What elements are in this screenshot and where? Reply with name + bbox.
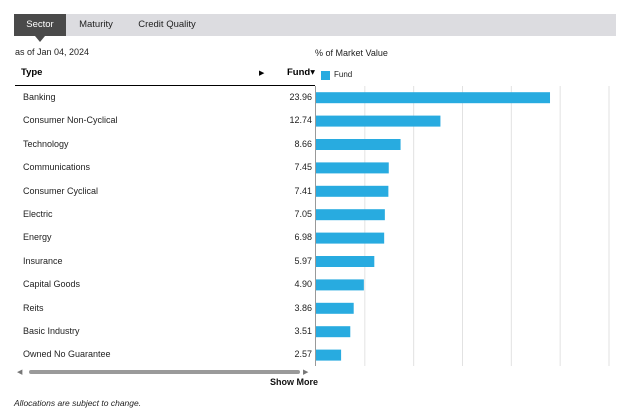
row-type-label: Energy: [23, 232, 52, 243]
row-fund-value: 3.86: [294, 302, 312, 313]
row-type-label: Insurance: [23, 255, 63, 266]
row-type-label: Owned No Guarantee: [23, 349, 111, 360]
tab-maturity[interactable]: Maturity: [68, 14, 124, 36]
as-of-date: as of Jan 04, 2024: [15, 47, 90, 57]
row-fund-value: 7.41: [294, 185, 312, 196]
table-row: Communications 7.45: [15, 156, 315, 179]
legend-fund-swatch: [321, 71, 330, 80]
row-type-label: Banking: [23, 92, 56, 102]
table-row: Insurance 5.97: [15, 250, 315, 273]
active-tab-caret: [35, 36, 45, 42]
allocations-footnote: Allocations are subject to change.: [14, 398, 142, 408]
bar-banking[interactable]: [316, 92, 551, 104]
fund-header-label: Fund: [287, 67, 311, 78]
bar-insurance[interactable]: [316, 256, 375, 267]
row-fund-value: 5.97: [294, 255, 312, 266]
scroll-right-arrow-icon[interactable]: ▶: [303, 369, 309, 376]
horizontal-scrollbar-thumb[interactable]: [29, 370, 300, 374]
row-type-label: Basic Industry: [23, 326, 80, 336]
row-type-label: Consumer Cyclical: [23, 185, 99, 196]
row-fund-value: 23.96: [289, 92, 312, 102]
table-row: Electric 7.05: [15, 203, 315, 226]
row-fund-value: 7.05: [294, 209, 312, 219]
row-type-label: Electric: [23, 209, 53, 219]
bar-consumer-cyclical[interactable]: [316, 185, 389, 197]
bar-electric[interactable]: [316, 209, 385, 221]
scroll-left-arrow-icon[interactable]: ◀: [17, 369, 23, 376]
sort-desc-icon: ▾: [310, 67, 315, 78]
tab-bar: Sector Maturity Credit Quality: [14, 14, 616, 42]
row-type-label: Technology: [23, 138, 69, 149]
row-type-label: Capital Goods: [23, 279, 81, 290]
table-row: Basic Industry 3.51: [15, 320, 315, 343]
table-row: Reits 3.86: [15, 297, 315, 320]
legend-fund-label: Fund: [334, 70, 353, 79]
table-header: Type ▶ Fund▾: [15, 61, 315, 86]
column-header-type[interactable]: Type: [21, 67, 43, 78]
table-row: Capital Goods 4.90: [15, 273, 315, 296]
market-value-label: % of Market Value: [315, 48, 388, 58]
bar-capital-goods[interactable]: [316, 279, 364, 291]
bar-communications[interactable]: [316, 162, 389, 174]
table-row: Energy 6.98: [15, 226, 315, 249]
row-fund-value: 7.45: [294, 162, 312, 173]
row-fund-value: 4.90: [294, 279, 312, 290]
table-row: Banking 23.96: [15, 86, 315, 109]
bar-technology[interactable]: [316, 139, 401, 150]
table-row: Consumer Non-Cyclical 12.74: [15, 109, 315, 132]
tab-sector[interactable]: Sector: [14, 14, 66, 42]
table-chart-divider: [315, 86, 316, 366]
tab-sector-label: Sector: [26, 19, 54, 30]
column-header-fund[interactable]: Fund▾: [287, 67, 315, 78]
tab-credit-quality-label: Credit Quality: [138, 19, 196, 30]
bar-owned-no-guarantee[interactable]: [316, 349, 342, 361]
show-more-button[interactable]: Show More: [270, 377, 319, 387]
table-row: Technology 8.66: [15, 133, 315, 156]
row-type-label: Consumer Non-Cyclical: [23, 115, 118, 126]
sector-table: Type ▶ Fund▾ Banking 23.96 Consumer Non-Cy…: [15, 61, 315, 359]
bar-energy[interactable]: [316, 232, 385, 244]
expand-arrow-icon[interactable]: ▶: [259, 70, 265, 77]
tab-credit-quality[interactable]: Credit Quality: [126, 14, 208, 36]
row-fund-value: 8.66: [294, 138, 312, 149]
table-row: Owned No Guarantee 2.57: [15, 343, 315, 366]
bar-consumer-non-cyclical[interactable]: [316, 115, 441, 127]
tab-maturity-label: Maturity: [79, 19, 113, 30]
bar-basic-industry[interactable]: [316, 326, 351, 338]
row-fund-value: 6.98: [294, 232, 312, 243]
row-fund-value: 2.57: [294, 349, 312, 360]
row-type-label: Reits: [23, 302, 44, 313]
bar-reits[interactable]: [316, 302, 354, 314]
table-row: Consumer Cyclical 7.41: [15, 180, 315, 203]
row-fund-value: 3.51: [294, 326, 312, 336]
market-value-bar-chart: [316, 86, 610, 366]
row-type-label: Communications: [23, 162, 91, 173]
row-fund-value: 12.74: [289, 115, 312, 126]
